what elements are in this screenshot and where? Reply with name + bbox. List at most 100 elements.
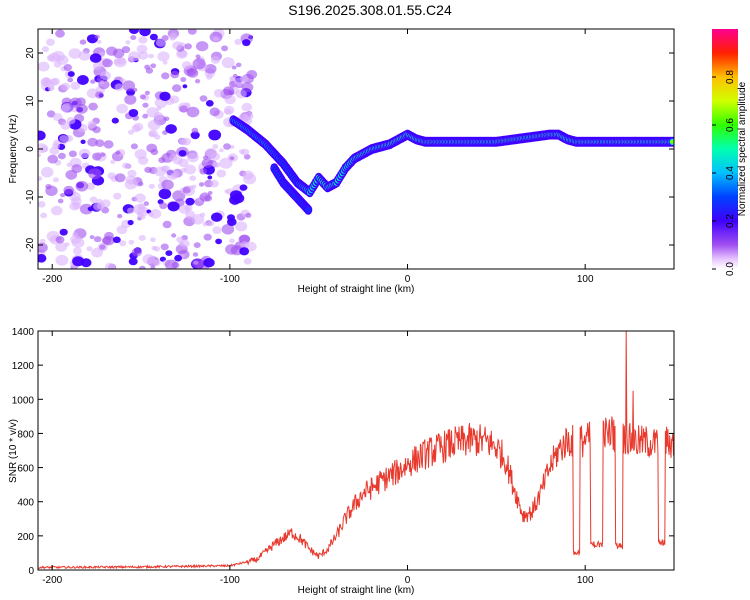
noise-blob <box>68 48 82 59</box>
y-tick-label: -20 <box>25 237 36 252</box>
noise-blob <box>131 124 141 133</box>
noise-blob <box>208 129 222 141</box>
noise-blob <box>165 124 177 134</box>
noise-blob <box>124 179 137 190</box>
noise-blob <box>128 51 141 62</box>
colorbar-ticks: 0.0 0.2 0.4 0.6 0.8 <box>712 70 736 276</box>
noise-blob <box>221 224 235 235</box>
colorbar <box>712 29 738 269</box>
noise-blob <box>199 192 211 202</box>
noise-blob <box>127 169 137 178</box>
noise-blob <box>139 29 151 37</box>
noise-blob <box>38 254 47 263</box>
noise-blob <box>144 166 152 173</box>
noise-blob <box>148 131 156 137</box>
noise-blob <box>164 259 178 269</box>
noise-blob <box>63 185 74 195</box>
noise-blob <box>229 238 235 244</box>
noise-blob <box>143 201 149 206</box>
noise-blob <box>53 61 62 68</box>
noise-blob <box>213 88 225 98</box>
noise-blob <box>99 80 105 85</box>
noise-blob <box>65 169 78 180</box>
noise-blob <box>78 50 91 61</box>
noise-blob <box>172 84 182 92</box>
noise-blob <box>57 198 64 204</box>
noise-blob <box>127 207 135 214</box>
noise-blob <box>80 139 86 144</box>
noise-blob <box>55 236 65 244</box>
noise-blob <box>125 40 131 45</box>
noise-blob <box>207 175 213 180</box>
noise-blob <box>51 205 63 216</box>
noise-blob <box>71 237 85 248</box>
noise-blob <box>72 256 85 267</box>
spectrogram-xlabel: Height of straight line (km) <box>298 284 415 295</box>
noise-blob <box>67 71 75 77</box>
noise-blob <box>50 77 60 86</box>
noise-blob <box>203 233 212 241</box>
noise-blob <box>157 51 170 62</box>
colorbar-tick-label: 0.4 <box>725 166 736 180</box>
noise-blob <box>59 228 68 236</box>
noise-blob <box>89 53 102 63</box>
noise-blob <box>189 175 197 181</box>
noise-blob <box>137 181 144 187</box>
noise-blob <box>89 196 98 204</box>
x-tick-label: -200 <box>42 575 62 586</box>
noise-blob <box>159 91 171 102</box>
noise-blob <box>100 71 111 81</box>
noise-blob <box>60 121 71 130</box>
noise-blob <box>40 166 54 178</box>
y-tick-label: 200 <box>17 532 34 543</box>
noise-blob <box>148 212 154 217</box>
noise-blob <box>153 112 164 121</box>
noise-blob <box>241 82 254 93</box>
noise-blob <box>87 206 94 212</box>
noise-blob <box>243 258 252 265</box>
noise-blob <box>219 157 233 169</box>
noise-blob <box>92 152 102 161</box>
noise-blob <box>190 131 200 140</box>
noise-blob <box>93 202 104 211</box>
noise-blob <box>192 252 199 257</box>
noise-blob <box>38 143 48 154</box>
noise-blob <box>170 70 180 79</box>
noise-blob <box>191 184 197 189</box>
noise-blob <box>72 247 82 255</box>
x-tick-label: -100 <box>220 575 240 586</box>
noise-blob <box>158 188 172 200</box>
y-tick-label: 0 <box>28 566 34 577</box>
y-tick-label: 400 <box>17 498 34 509</box>
noise-blob <box>193 260 199 265</box>
noise-blob <box>171 233 177 238</box>
noise-blob <box>100 152 106 157</box>
noise-blob <box>44 77 50 82</box>
noise-blob <box>172 156 183 165</box>
noise-blob <box>209 179 219 188</box>
noise-blob <box>176 236 184 243</box>
noise-blob <box>234 77 245 86</box>
y-tick-label: -10 <box>25 189 36 204</box>
snr-frame <box>37 330 675 571</box>
noise-blob <box>215 238 223 245</box>
noise-blob <box>213 36 220 42</box>
noise-blob <box>198 182 205 187</box>
noise-blob <box>102 58 113 68</box>
noise-blob <box>67 77 74 83</box>
noise-blob <box>242 39 251 47</box>
noise-blob <box>150 63 157 69</box>
noise-blob <box>185 197 195 206</box>
noise-blob <box>184 164 196 175</box>
y-tick-label: 800 <box>17 429 34 440</box>
noise-blob <box>114 83 124 91</box>
noise-blob <box>149 33 158 41</box>
noise-blob <box>112 236 121 244</box>
noise-blob <box>38 130 46 141</box>
noise-blob <box>178 150 187 157</box>
noise-blob <box>105 262 115 269</box>
noise-blob <box>178 204 190 214</box>
noise-blob <box>229 76 235 81</box>
